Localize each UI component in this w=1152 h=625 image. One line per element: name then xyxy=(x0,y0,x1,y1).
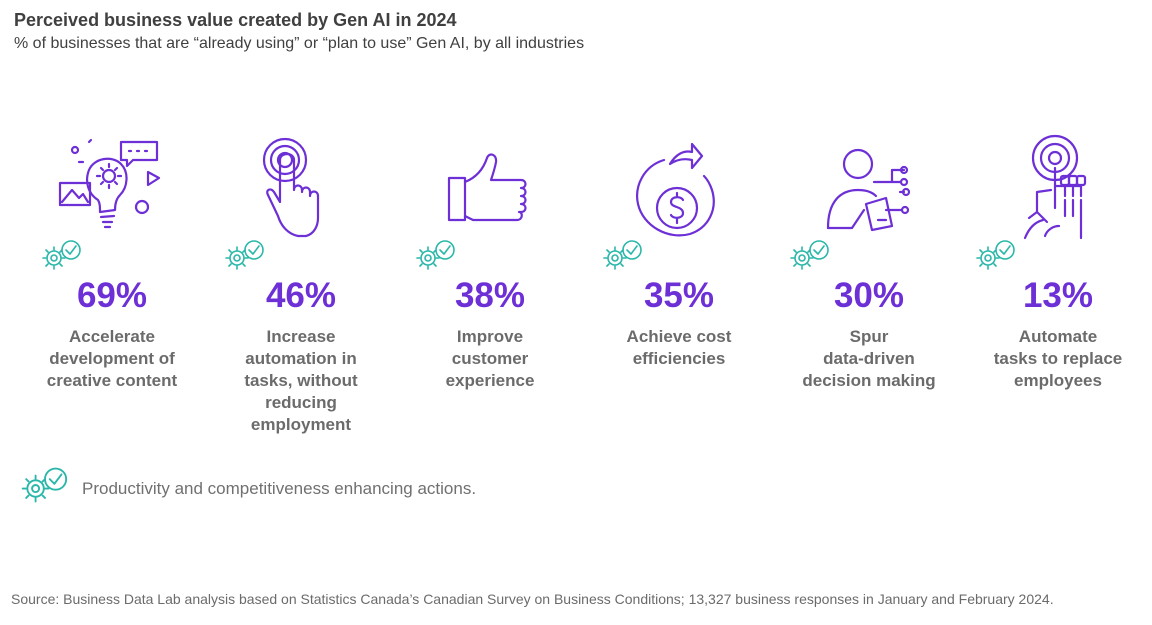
action-label: Accelerate development of creative conte… xyxy=(17,326,207,392)
action-label: Achieve cost efficiencies xyxy=(584,326,774,370)
automation-hand-icon xyxy=(1023,134,1087,240)
label-line: automation in xyxy=(245,349,357,368)
label-line: Automate xyxy=(1018,327,1098,346)
value-card: 46% Increase automation in tasks, withou… xyxy=(206,130,396,450)
gear-check-icon xyxy=(976,240,1015,270)
touch-hand-icon xyxy=(262,137,320,238)
value-card: 13% Automate tasks to replace employees xyxy=(963,130,1152,450)
chart-subtitle: % of businesses that are “already using”… xyxy=(14,35,585,52)
label-line: employment xyxy=(250,415,352,434)
label-line: Improve xyxy=(456,327,524,346)
gear-check-icon xyxy=(21,467,68,503)
label-line: Increase xyxy=(266,327,336,346)
label-line: creative content xyxy=(46,371,178,390)
percentage-value: 38% xyxy=(454,276,526,315)
label-line: Spur xyxy=(849,327,889,346)
lightbulb-ideas-icon xyxy=(58,138,161,229)
action-label: Increase automation in tasks, without re… xyxy=(206,326,396,436)
label-line: data-driven xyxy=(823,349,915,368)
percentage-value: 30% xyxy=(833,276,905,315)
label-line: reducing xyxy=(265,393,337,412)
source-note: Source: Business Data Lab analysis based… xyxy=(11,591,1054,607)
label-line: experience xyxy=(445,371,535,390)
label-line: customer xyxy=(451,349,529,368)
gear-check-icon xyxy=(416,240,455,270)
dollar-cycle-icon xyxy=(636,142,715,237)
legend-label: Productivity and competitiveness enhanci… xyxy=(82,479,477,498)
thumbs-up-icon xyxy=(447,153,527,222)
action-label: Spur data-driven decision making xyxy=(774,326,964,392)
gear-check-icon xyxy=(603,240,642,270)
value-card: 38% Improve customer experience xyxy=(395,130,585,450)
label-line: efficiencies xyxy=(632,349,726,368)
action-label: Improve customer experience xyxy=(395,326,585,392)
label-line: decision making xyxy=(802,371,936,390)
chart-title: Perceived business value created by Gen … xyxy=(14,10,457,30)
percentage-value: 69% xyxy=(76,276,148,315)
label-line: Accelerate xyxy=(68,327,155,346)
percentage-value: 35% xyxy=(643,276,715,315)
label-line: tasks, without xyxy=(244,371,358,390)
person-data-icon xyxy=(826,148,911,232)
value-card: 30% Spur data-driven decision making xyxy=(774,130,964,450)
gear-check-icon xyxy=(225,240,264,270)
label-line: tasks to replace xyxy=(993,349,1123,368)
percentage-value: 46% xyxy=(265,276,337,315)
value-card: 35% Achieve cost efficiencies xyxy=(584,130,774,450)
label-line: employees xyxy=(1014,371,1102,390)
gear-check-icon xyxy=(790,240,829,270)
value-card: 69% Accelerate development of creative c… xyxy=(17,130,207,450)
percentage-value: 13% xyxy=(1022,276,1094,315)
label-line: Achieve cost xyxy=(626,327,732,346)
label-line: development of xyxy=(49,349,175,368)
gear-check-icon xyxy=(42,240,81,270)
action-label: Automate tasks to replace employees xyxy=(963,326,1152,392)
